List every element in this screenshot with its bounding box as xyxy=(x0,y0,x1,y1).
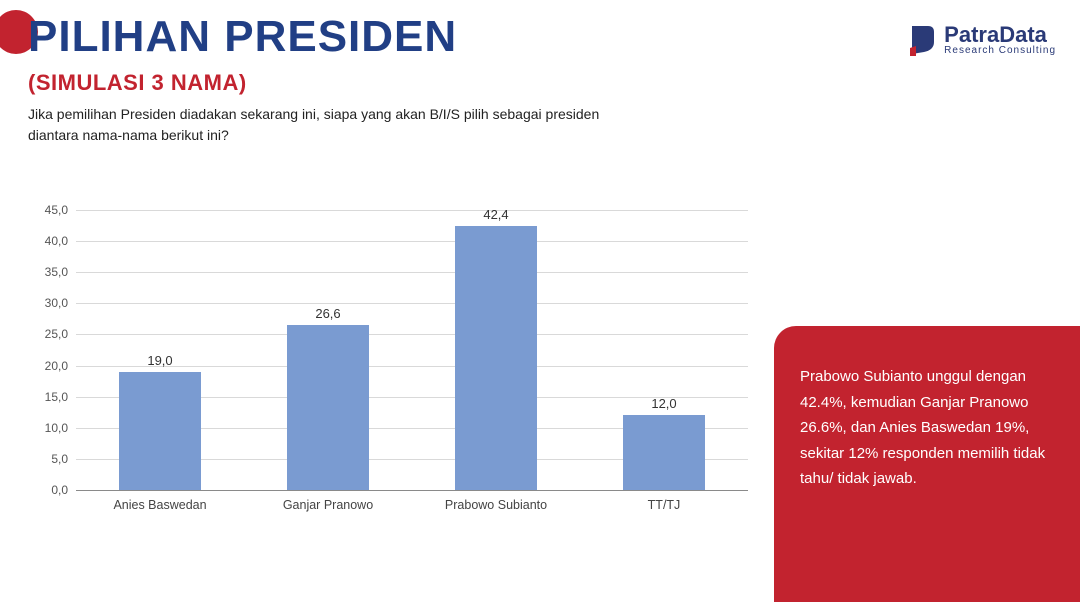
y-axis-label: 20,0 xyxy=(28,359,68,373)
bar-chart: 45,040,035,030,025,020,015,010,05,00,019… xyxy=(28,210,748,530)
bar-column: 19,0 xyxy=(90,353,230,490)
y-axis-label: 35,0 xyxy=(28,265,68,279)
bar-value-label: 19,0 xyxy=(147,353,172,368)
bars-container: 19,0 26,6 42,4 12,0 xyxy=(76,210,748,490)
bar-value-label: 12,0 xyxy=(651,396,676,411)
y-axis-label: 10,0 xyxy=(28,421,68,435)
bar xyxy=(119,372,201,490)
x-axis-label: Ganjar Pranowo xyxy=(258,498,398,530)
summary-text: Prabowo Subianto unggul dengan 42.4%, ke… xyxy=(800,368,1045,487)
x-axis-label: Prabowo Subianto xyxy=(426,498,566,530)
y-axis-label: 15,0 xyxy=(28,390,68,404)
page-subtitle: (SIMULASI 3 NAMA) xyxy=(28,70,1050,96)
bar-value-label: 26,6 xyxy=(315,306,340,321)
y-axis-label: 40,0 xyxy=(28,234,68,248)
gridline xyxy=(76,490,748,491)
y-axis-label: 0,0 xyxy=(28,483,68,497)
bar xyxy=(287,325,369,491)
bar xyxy=(455,226,537,490)
survey-question: Jika pemilihan Presiden diadakan sekaran… xyxy=(28,104,648,146)
y-axis-label: 45,0 xyxy=(28,203,68,217)
bar-column: 42,4 xyxy=(426,207,566,490)
y-axis-label: 25,0 xyxy=(28,327,68,341)
page-title: PILIHAN PRESIDEN xyxy=(28,12,1050,62)
bar-value-label: 42,4 xyxy=(483,207,508,222)
x-axis-label: TT/TJ xyxy=(594,498,734,530)
y-axis-label: 5,0 xyxy=(28,452,68,466)
x-axis-label: Anies Baswedan xyxy=(90,498,230,530)
header: PILIHAN PRESIDEN (SIMULASI 3 NAMA) Jika … xyxy=(0,0,1080,146)
y-axis-label: 30,0 xyxy=(28,296,68,310)
summary-callout: Prabowo Subianto unggul dengan 42.4%, ke… xyxy=(774,326,1080,602)
bar-column: 26,6 xyxy=(258,306,398,491)
bar xyxy=(623,415,705,490)
bar-column: 12,0 xyxy=(594,396,734,490)
